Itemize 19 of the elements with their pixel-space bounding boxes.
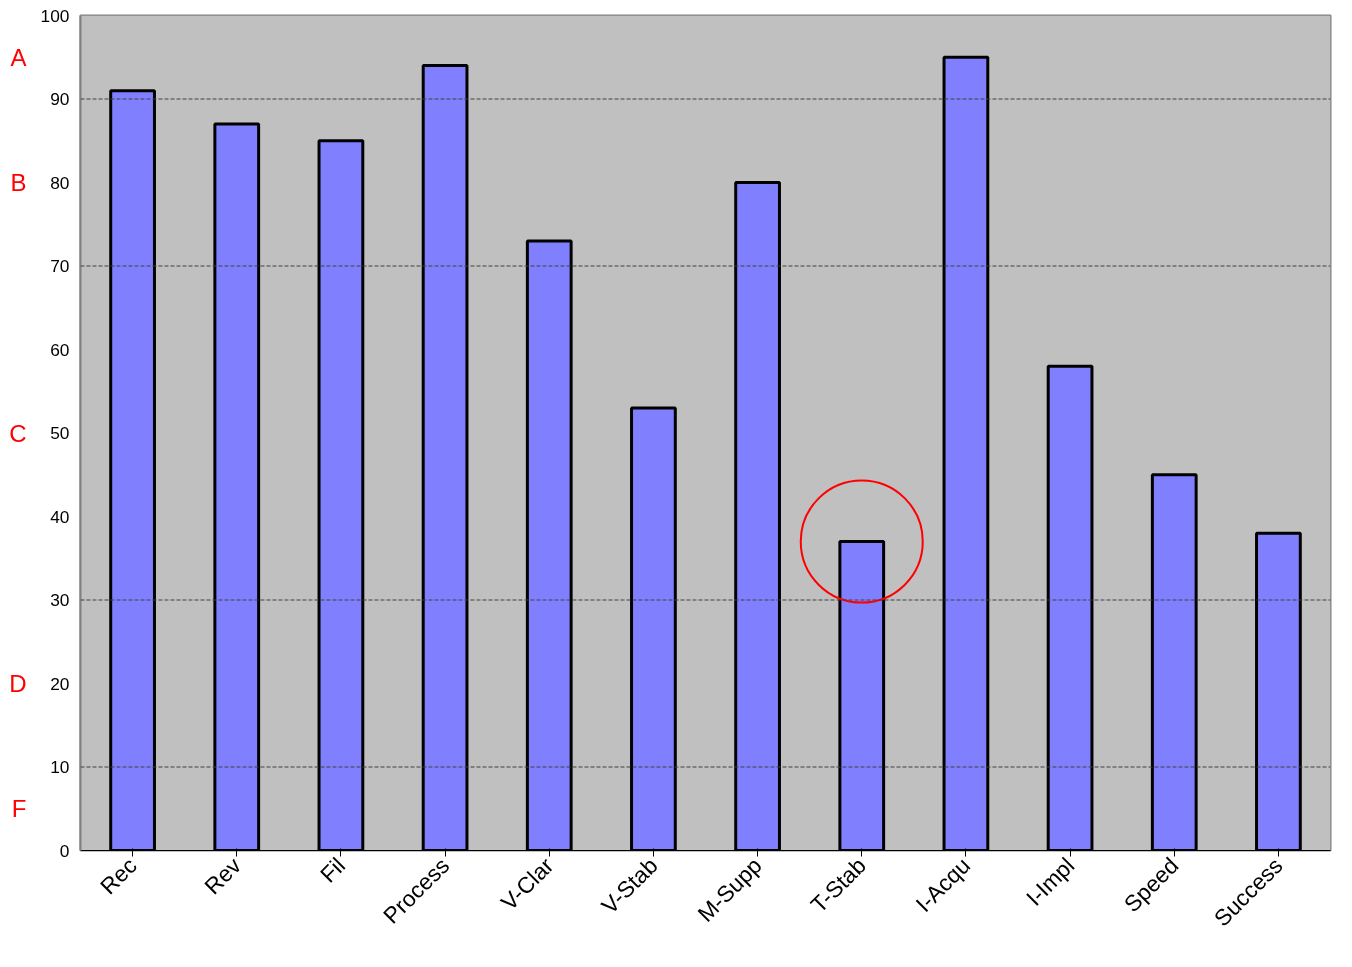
y-tick-label: 100 bbox=[40, 5, 70, 26]
band-label: C bbox=[9, 419, 27, 447]
y-tick-label: 10 bbox=[50, 757, 70, 777]
y-tick-label: 50 bbox=[50, 423, 70, 443]
y-tick-label: 80 bbox=[50, 172, 70, 193]
y-tick-label: 40 bbox=[50, 506, 70, 527]
y-tick-label: 70 bbox=[50, 256, 70, 276]
x-tick-label: Rev bbox=[199, 851, 247, 900]
x-tick-label: Rec bbox=[94, 852, 142, 900]
y-tick-label: 30 bbox=[50, 590, 70, 610]
band-label: A bbox=[10, 43, 27, 71]
y-tick-label: 0 bbox=[59, 840, 70, 861]
x-tick-label: Fil bbox=[314, 852, 351, 888]
y-tick-label: 60 bbox=[50, 339, 70, 360]
band-label: D bbox=[9, 670, 27, 697]
y-tick-label: 90 bbox=[50, 89, 70, 109]
y-tick-label: 20 bbox=[50, 673, 70, 694]
band-label: B bbox=[10, 169, 27, 196]
band-label: F bbox=[11, 795, 27, 823]
